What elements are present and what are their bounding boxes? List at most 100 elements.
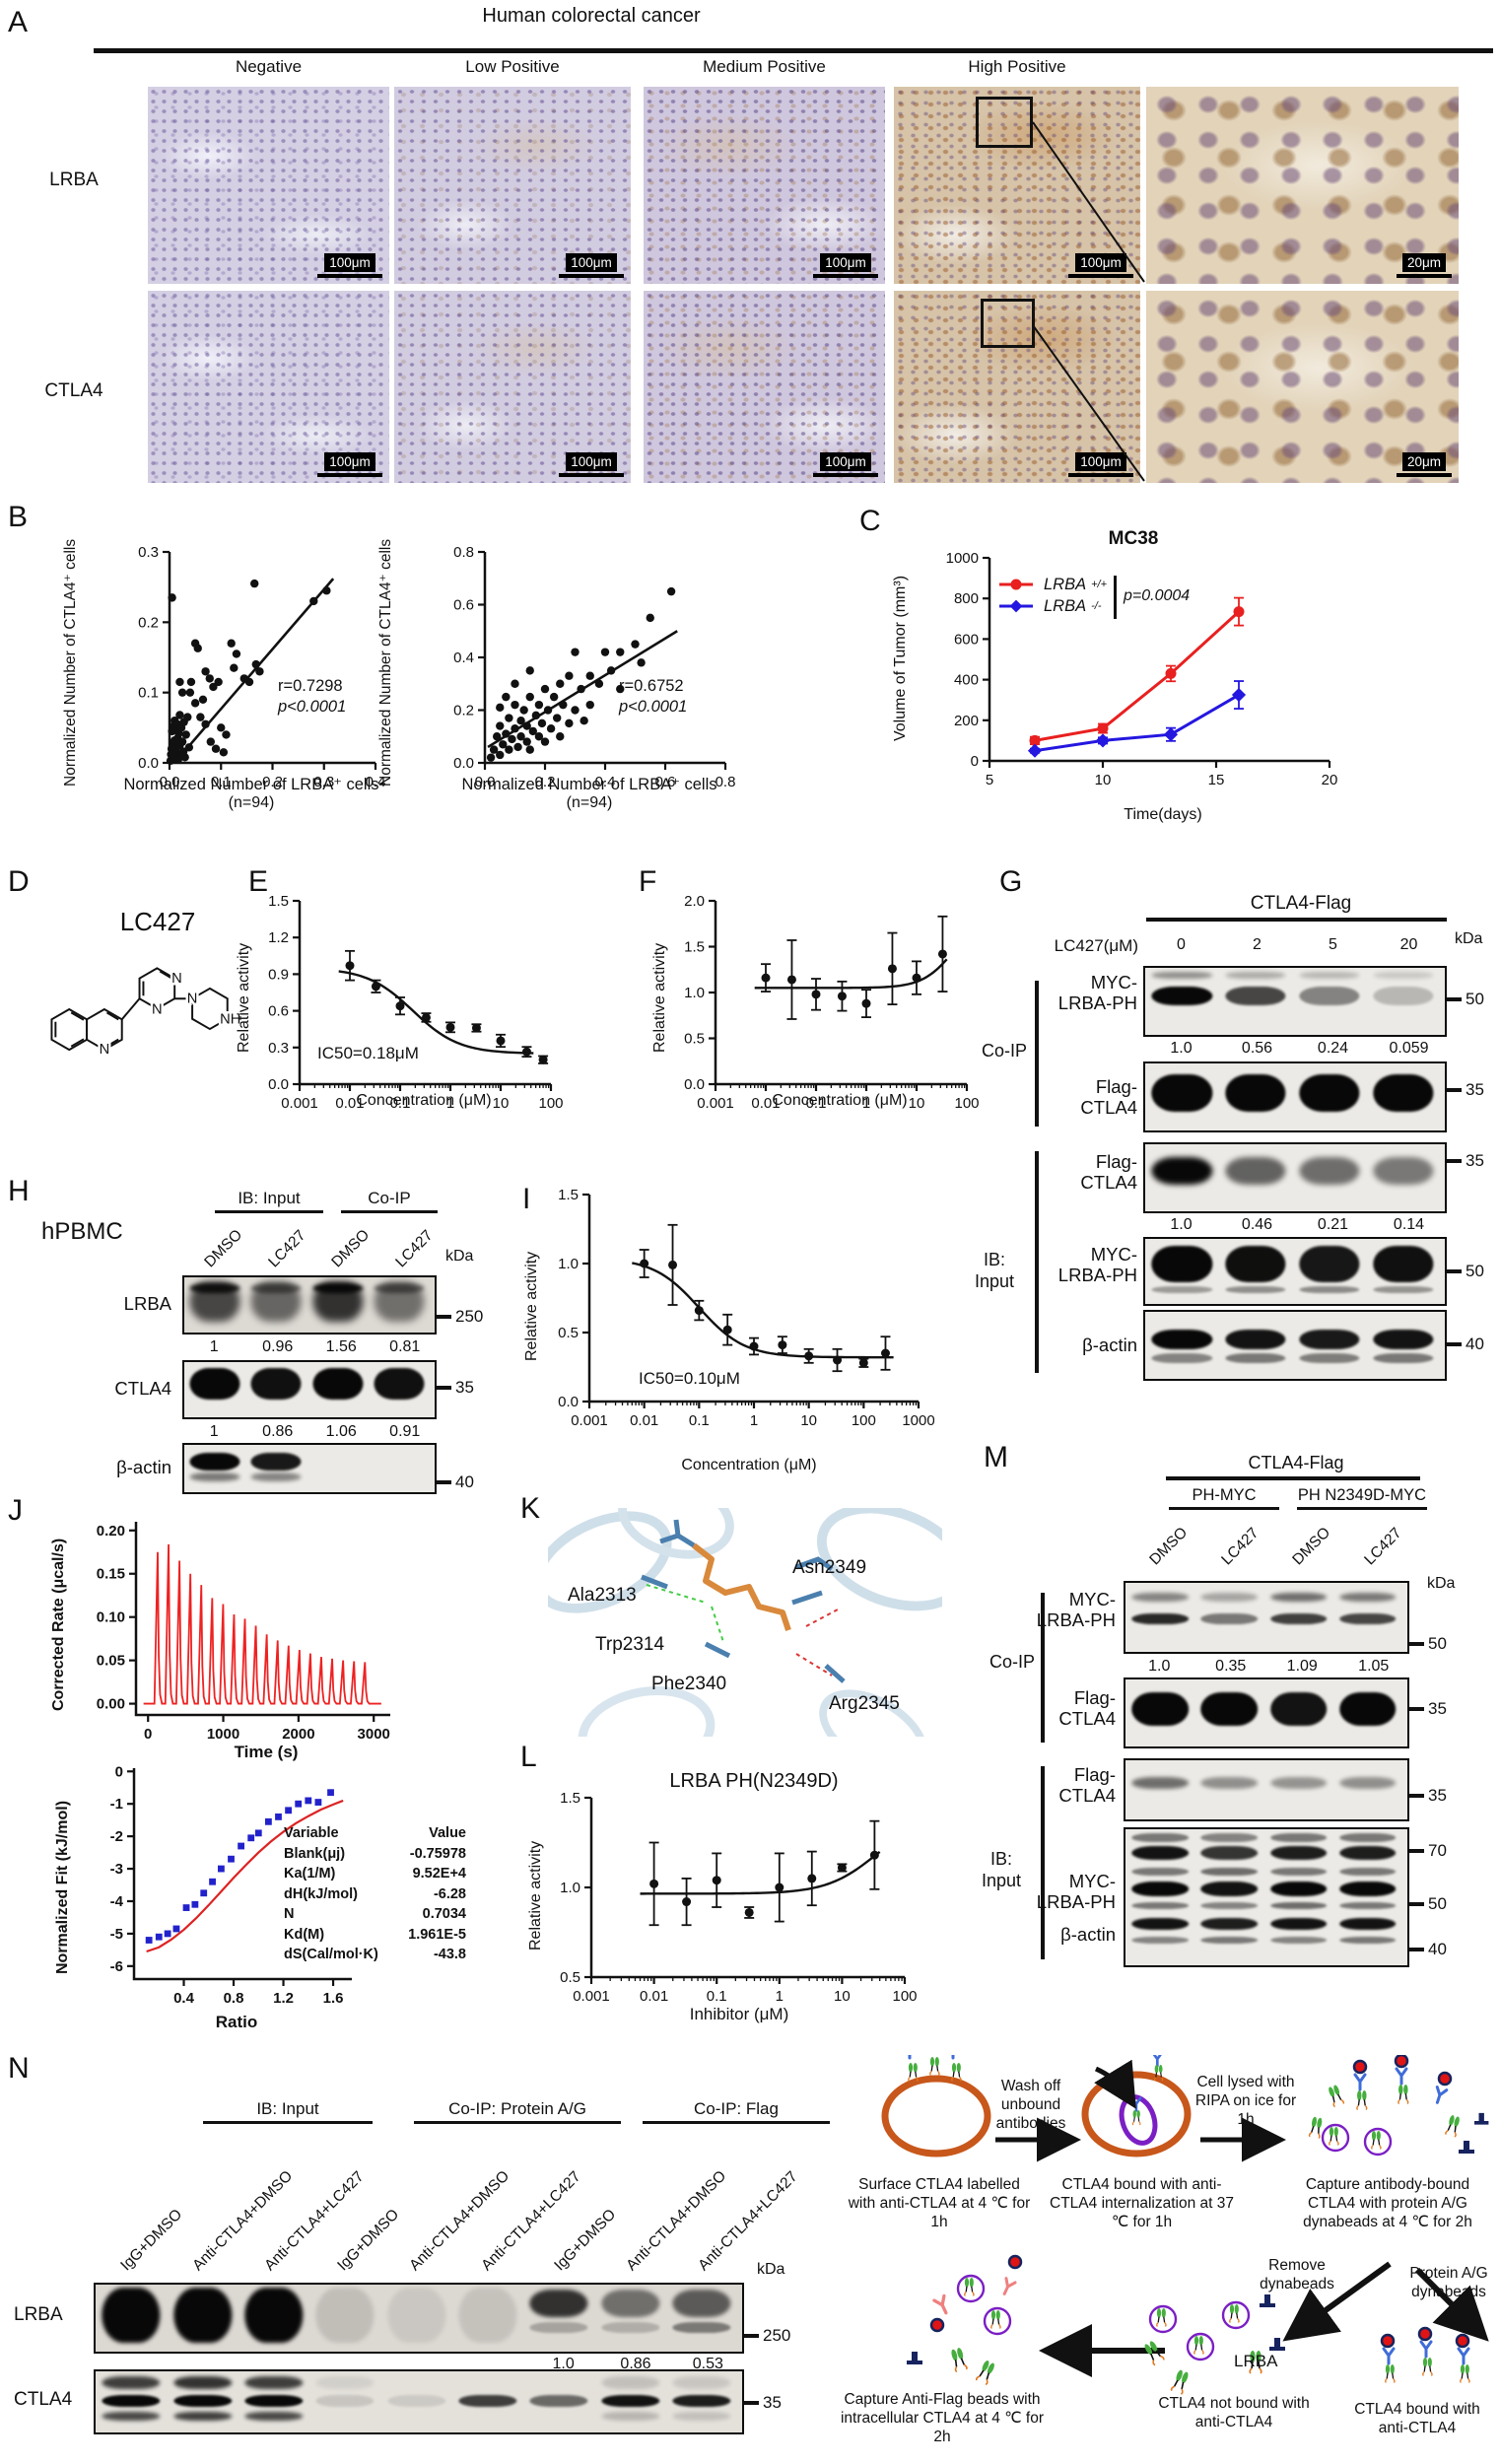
blot-band: [1372, 1329, 1434, 1349]
svg-text:0.01: 0.01: [751, 1095, 780, 1112]
svg-text:0.6: 0.6: [453, 597, 474, 614]
blot-band: [1299, 1285, 1360, 1293]
legend-sup-wt: +/+: [1091, 579, 1108, 590]
blot-band: [102, 2412, 161, 2422]
g-label-myc-lrba-coip: MYC- LRBA-PH: [1057, 972, 1137, 1014]
svg-text:0.8: 0.8: [224, 1990, 244, 2007]
itc-fit-table: Variable Value Blank(μj) -0.75978 Ka(1/M) 9.5…: [284, 1823, 466, 1965]
h-group-input: IB: Input: [215, 1189, 323, 1213]
mc38-pvalue: p=0.0004: [1124, 587, 1191, 604]
h-cell-type: hPBMC: [41, 1218, 123, 1245]
blot-band: [600, 2394, 660, 2408]
dose-chart-e: 0.0 0.3 0.6 0.9 1.2 1.5 0.001 0.01 0.1 1 10 100: [254, 889, 565, 1124]
lane-text: Anti-CTLA4+DMSO: [189, 2167, 297, 2275]
svg-text:0.1: 0.1: [390, 1095, 411, 1112]
anti-flag-cluster: [907, 2254, 1023, 2386]
g-blot-myc-lrba-ph-input: [1143, 1237, 1447, 1306]
svg-text:800: 800: [954, 590, 979, 607]
b1-ylabel: Normalized Number of CTLA4⁺ cells: [62, 538, 79, 787]
arrow-remove-dynabeads: [1282, 2261, 1392, 2342]
blot-band: [1269, 1882, 1328, 1896]
svg-text:10: 10: [800, 1412, 817, 1429]
lane-text: 0.96: [262, 1338, 294, 1355]
blot-band: [315, 2375, 375, 2390]
table-row: N 0.7034: [284, 1906, 466, 1923]
blot-band: [1200, 1937, 1259, 1944]
lane-text: IgG+DMSO: [333, 2206, 402, 2275]
e-ylabel: Relative activity: [236, 942, 252, 1054]
n-blot-lrba: [94, 2283, 744, 2354]
svg-text:10: 10: [834, 1988, 851, 2005]
blot-band: [1269, 1937, 1328, 1944]
m-label-actin: β-actin: [1060, 1924, 1116, 1945]
svg-text:0.4: 0.4: [366, 774, 386, 790]
blot-band: [1372, 971, 1434, 980]
panel-label-l: L: [520, 1741, 537, 1773]
blot-band: [250, 1472, 302, 1481]
n-kda-unit: kDa: [757, 2261, 785, 2278]
blot-band: [386, 2287, 446, 2344]
lane-text: 5: [1329, 936, 1337, 953]
ihc-lrba-negative: 100μm: [148, 87, 389, 284]
blot-band: [1225, 1074, 1286, 1113]
blot-band: [244, 2394, 304, 2408]
j2-xlabel: Ratio: [215, 2013, 258, 2031]
g-input-label: IB: Input: [974, 1250, 1015, 1291]
svg-text:0.4: 0.4: [453, 650, 474, 666]
scale-bar: 100μm: [1068, 452, 1133, 477]
lane-text: LC427: [1218, 1524, 1262, 1569]
n-group-coip-flag: Co-IP: Flag: [643, 2099, 830, 2124]
blot-band: [1131, 1832, 1189, 1843]
l-title: LRBA PH(N2349D): [669, 1770, 839, 1792]
ihc-ctla4-medium: 100μm: [644, 291, 885, 483]
blot-band: [672, 2375, 731, 2390]
blot-band: [1131, 1846, 1189, 1860]
lane-text: 1: [209, 1338, 219, 1355]
blot-band: [1200, 1918, 1259, 1931]
blot-band: [189, 1368, 240, 1400]
svg-text:0.0: 0.0: [138, 755, 159, 772]
panel-label-h: H: [8, 1175, 30, 1207]
blot-band: [1339, 1918, 1397, 1931]
col-header-negative: Negative: [235, 57, 303, 76]
b2-stats: r=0.6752 p<0.0001: [619, 677, 688, 717]
blot-band: [1131, 1882, 1189, 1896]
lane-text: 1.0: [1170, 1216, 1193, 1233]
m-coip-label: Co-IP: [989, 1652, 1035, 1672]
blot-band: [1269, 1593, 1328, 1603]
m-mark-35b: 35: [1409, 1786, 1447, 1806]
svg-text:0.1: 0.1: [211, 774, 232, 790]
lane-text: 0.86: [262, 1423, 294, 1440]
m-header-rule: [1166, 1476, 1420, 1480]
blot-band: [172, 2287, 233, 2344]
blot-band: [1131, 1867, 1189, 1876]
panel-label-m: M: [984, 1441, 1008, 1473]
row-label-ctla4: CTLA4: [44, 380, 103, 401]
svg-text:NH: NH: [220, 1012, 240, 1028]
svg-text:10: 10: [493, 1095, 510, 1112]
m-input-bracket: [1041, 1766, 1045, 1959]
blot-band: [1200, 1867, 1259, 1876]
panel-label-j: J: [8, 1494, 23, 1527]
blot-band: [1372, 1352, 1434, 1363]
blot-band: [1200, 1691, 1259, 1727]
blot-band: [1131, 1902, 1189, 1910]
blot-band: [1131, 1691, 1189, 1727]
svg-text:5: 5: [986, 772, 993, 788]
b1-xlabel: Normalized Number of LRBA⁺ cells: [123, 776, 379, 793]
lane-text: IgG+DMSO: [550, 2206, 619, 2275]
svg-text:-1: -1: [110, 1796, 123, 1813]
blot-band: [1299, 1074, 1360, 1113]
itc-thermogram: 0.00 0.05 0.10 0.15 0.20 0 1000 2000 3000: [79, 1512, 404, 1750]
m-input-label: IB: Input: [981, 1849, 1022, 1890]
blot-band: [672, 2394, 731, 2408]
m-mark-50a: 50: [1409, 1634, 1447, 1654]
legend-row-ko: LRBA -/-: [997, 595, 1175, 617]
svg-text:0: 0: [115, 1763, 123, 1780]
lane-text: 0: [1177, 936, 1186, 953]
blot-band: [1200, 1902, 1259, 1910]
m-blot-flag-ctla4-coip: [1124, 1677, 1409, 1748]
svg-text:0.1: 0.1: [707, 1988, 727, 2005]
g-mark-35b: 35: [1447, 1151, 1484, 1171]
n-group-input: IB: Input: [203, 2099, 373, 2124]
